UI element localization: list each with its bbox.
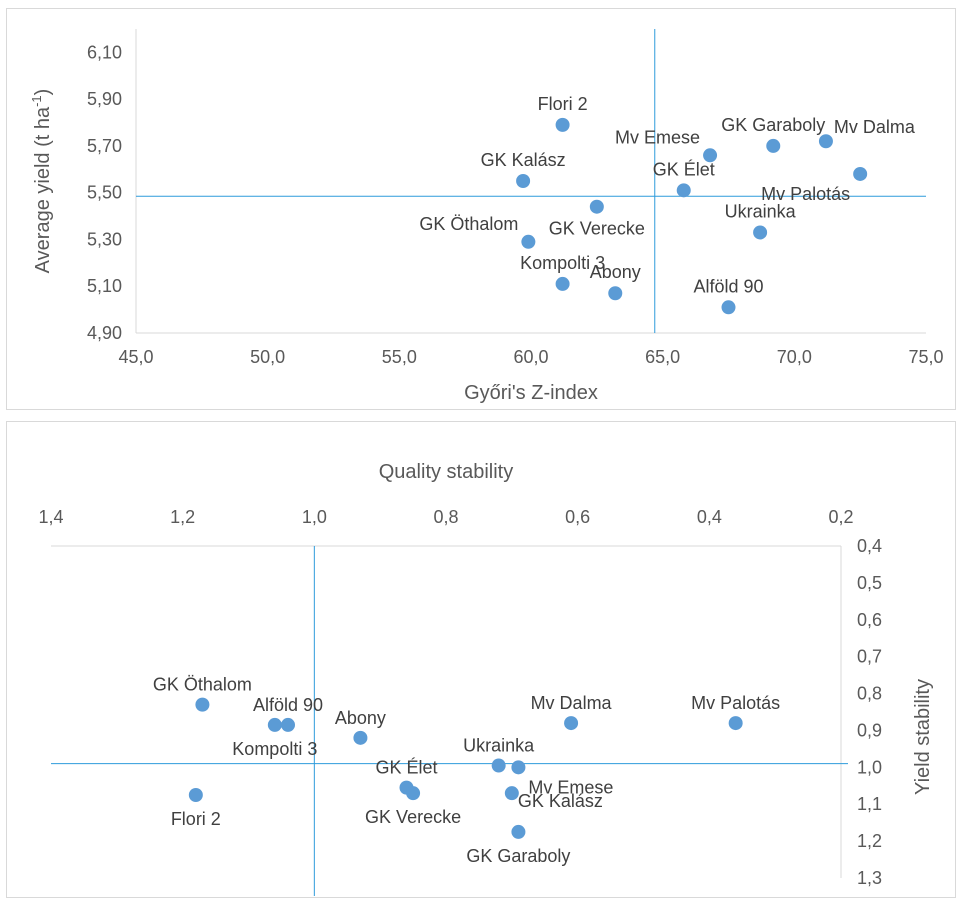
point-flori-2 xyxy=(188,788,203,802)
label-alfold-90: Alföld 90 xyxy=(253,695,323,715)
point-gk-verecke xyxy=(589,199,604,214)
label-kompolti-3: Kompolti 3 xyxy=(520,253,605,273)
y-tick-label: 0,4 xyxy=(857,536,882,556)
x-tick-label: 70,0 xyxy=(777,347,812,367)
y-tick-label: 0,5 xyxy=(857,573,882,593)
point-alfold-90 xyxy=(721,300,736,315)
y-axis-title: Average yield (t ha-1) xyxy=(29,89,54,274)
point-mv-emese xyxy=(511,760,526,775)
label-mv-palotas: Mv Palotás xyxy=(691,693,780,713)
y-tick-label: 5,10 xyxy=(87,276,122,296)
point-abony xyxy=(608,286,623,301)
x-tick-label: 1,0 xyxy=(302,507,327,527)
label-gk-othalom: GK Öthalom xyxy=(153,675,252,695)
x-tick-label: 0,2 xyxy=(828,507,853,527)
label-ukrainka: Ukrainka xyxy=(725,201,797,221)
x-tick-label: 45,0 xyxy=(118,347,153,367)
point-mv-palotas xyxy=(728,716,743,731)
point-ukrainka xyxy=(491,758,506,773)
label-ukrainka: Ukrainka xyxy=(463,735,535,755)
point-mv-dalma xyxy=(818,134,833,149)
point-gk-kalasz xyxy=(504,786,519,801)
point-kompolti-3 xyxy=(267,717,282,732)
x-axis-title: Quality stability xyxy=(379,461,514,483)
label-flori-2: Flori 2 xyxy=(171,809,221,829)
label-gk-elet: GK Élet xyxy=(653,159,715,179)
point-gk-elet xyxy=(676,183,691,198)
point-gk-garaboly xyxy=(511,824,526,839)
y-tick-label: 0,9 xyxy=(857,720,882,740)
y-tick-label: 0,6 xyxy=(857,610,882,630)
y-axis-title: Yield stability xyxy=(912,679,934,795)
point-abony xyxy=(353,730,368,745)
y-tick-label: 6,10 xyxy=(87,42,122,62)
label-abony: Abony xyxy=(590,262,641,282)
y-tick-label: 1,3 xyxy=(857,868,882,888)
label-mv-dalma: Mv Dalma xyxy=(531,693,613,713)
label-gk-kalasz: GK Kalász xyxy=(518,791,603,811)
y-tick-label: 5,50 xyxy=(87,183,122,203)
x-tick-label: 1,2 xyxy=(170,507,195,527)
x-tick-label: 1,4 xyxy=(38,507,63,527)
x-tick-label: 60,0 xyxy=(513,347,548,367)
point-flori-2 xyxy=(555,117,570,132)
label-abony: Abony xyxy=(335,708,386,728)
x-tick-label: 0,4 xyxy=(697,507,722,527)
y-tick-label: 5,90 xyxy=(87,89,122,109)
x-tick-label: 0,6 xyxy=(565,507,590,527)
x-axis-title: Győri's Z-index xyxy=(464,382,598,404)
x-tick-label: 55,0 xyxy=(382,347,417,367)
point-mv-dalma xyxy=(564,716,579,731)
label-mv-emese: Mv Emese xyxy=(615,127,700,147)
label-gk-kalasz: GK Kalász xyxy=(481,150,566,170)
label-mv-palotas: Mv Palotás xyxy=(761,184,850,204)
x-tick-label: 50,0 xyxy=(250,347,285,367)
label-gk-verecke: GK Verecke xyxy=(549,219,645,239)
point-mv-emese xyxy=(703,148,718,163)
x-tick-label: 65,0 xyxy=(645,347,680,367)
y-tick-label: 4,90 xyxy=(87,323,122,343)
label-gk-garaboly: GK Garaboly xyxy=(466,846,570,866)
bottom-chart-panel: 1,4 1,2 1,0 0,8 0,6 0,4 0,2 0,4 0,5 0,6 0,7 0,8 0,9 1… xyxy=(6,421,956,898)
label-alfold-90: Alföld 90 xyxy=(693,276,763,296)
x-tick-label: 0,8 xyxy=(433,507,458,527)
label-gk-verecke: GK Verecke xyxy=(365,807,461,827)
top-chart-panel: 45,0 50,0 55,0 60,0 65,0 70,0 75,0 4,90 5,10 5,30… xyxy=(6,8,956,410)
label-mv-dalma: Mv Dalma xyxy=(834,117,916,137)
label-mv-emese: Mv Emese xyxy=(528,777,613,797)
y-tick-label: 1,1 xyxy=(857,794,882,814)
label-gk-elet: GK Élet xyxy=(375,758,437,778)
y-tick-label: 1,2 xyxy=(857,831,882,851)
point-gk-othalom xyxy=(195,697,210,712)
point-gk-verecke xyxy=(406,786,421,801)
point-gk-othalom xyxy=(521,234,536,249)
point-mv-palotas xyxy=(853,166,868,181)
bottom-scatter-chart: 1,4 1,2 1,0 0,8 0,6 0,4 0,20,40,50,60,70,80,91… xyxy=(38,461,934,896)
y-tick-label: 0,7 xyxy=(857,647,882,667)
label-gk-othalom: GK Öthalom xyxy=(419,214,518,234)
label-flori-2: Flori 2 xyxy=(538,94,588,114)
label-kompolti-3: Kompolti 3 xyxy=(232,739,317,759)
point-kompolti-3 xyxy=(555,276,570,291)
point-gk-garaboly xyxy=(766,138,781,153)
top-scatter-chart: 45,0 50,0 55,0 60,0 65,0 70,0 75,0 4,90 5,10 5,30… xyxy=(29,29,944,404)
point-gk-kalasz xyxy=(516,174,531,188)
point-ukrainka xyxy=(753,225,768,240)
label-gk-garaboly: GK Garaboly xyxy=(721,115,825,135)
y-tick-label: 1,0 xyxy=(857,757,882,777)
x-tick-label: 75,0 xyxy=(908,347,943,367)
point-alfold-90 xyxy=(281,717,295,732)
y-tick-label: 5,70 xyxy=(87,136,122,156)
y-tick-label: 5,30 xyxy=(87,229,122,249)
y-tick-label: 0,8 xyxy=(857,684,882,704)
